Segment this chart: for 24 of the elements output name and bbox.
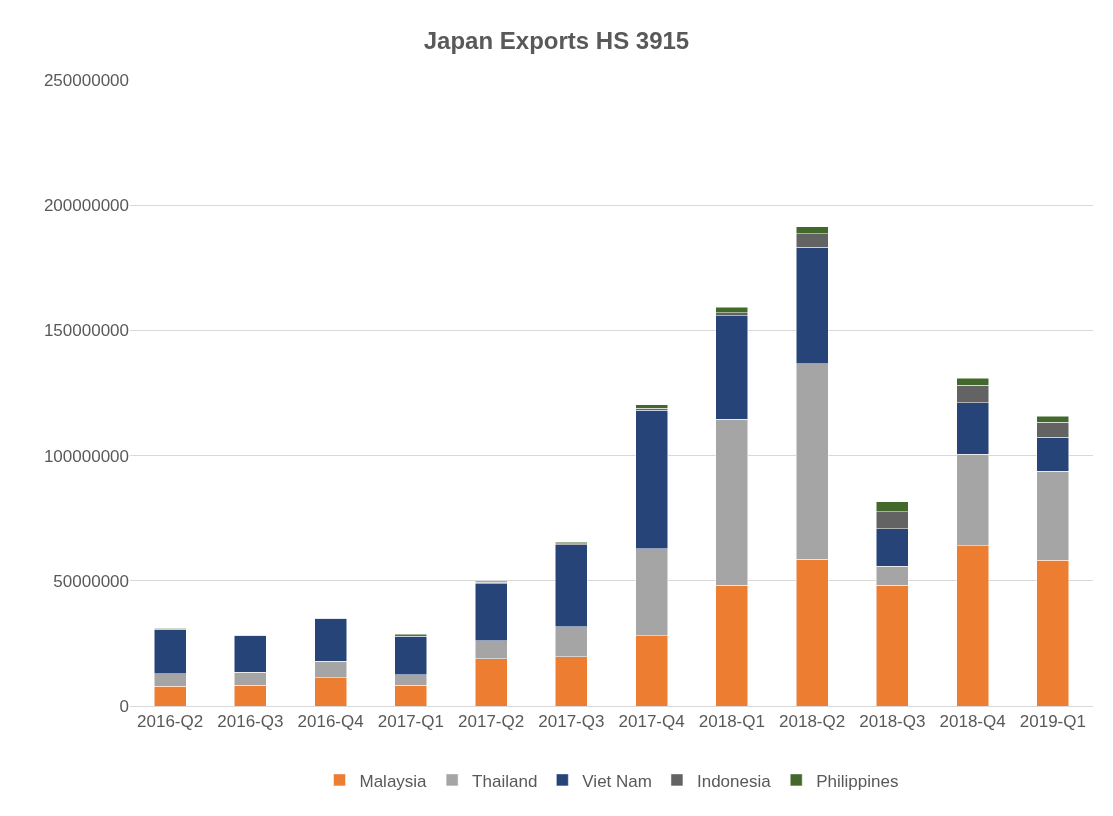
x-tick-label: 2016-Q2 — [137, 712, 204, 732]
legend-label: Viet Nam — [582, 771, 652, 791]
x-tick-label: 2018-Q2 — [779, 712, 846, 732]
chart-title: Japan Exports HS 3915 — [423, 27, 690, 55]
legend-label: Thailand — [472, 771, 538, 791]
legend-label: Malaysia — [359, 771, 428, 791]
x-tick-label: 2016-Q4 — [297, 712, 364, 732]
y-tick-label: 100000000 — [43, 446, 129, 466]
y-tick-label: 200000000 — [43, 196, 129, 216]
x-tick-label: 2017-Q1 — [377, 712, 444, 732]
legend-label: Indonesia — [696, 771, 772, 791]
legend-label: Philippines — [816, 771, 899, 791]
x-tick-label: 2019-Q1 — [1019, 712, 1086, 732]
x-tick-label: 2017-Q2 — [458, 712, 525, 732]
y-tick-label: 150000000 — [43, 321, 129, 341]
x-tick-label: 2018-Q1 — [698, 712, 765, 732]
y-tick-label: 0 — [119, 696, 129, 716]
x-tick-label: 2018-Q4 — [939, 712, 1006, 732]
y-tick-label: 250000000 — [43, 70, 129, 90]
x-tick-label: 2018-Q3 — [859, 712, 926, 732]
y-tick-label: 50000000 — [53, 571, 129, 591]
x-tick-label: 2016-Q3 — [217, 712, 284, 732]
x-tick-label: 2017-Q4 — [618, 712, 685, 732]
x-tick-label: 2017-Q3 — [538, 712, 605, 732]
